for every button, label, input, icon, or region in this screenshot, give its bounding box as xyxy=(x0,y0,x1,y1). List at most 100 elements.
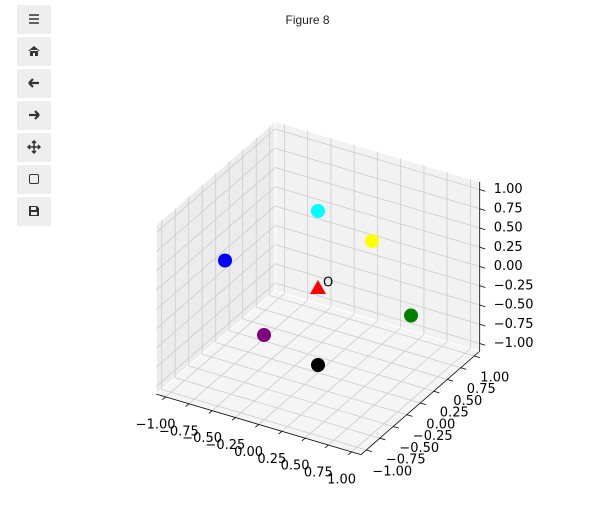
tick-mark xyxy=(420,402,426,405)
tick-mark xyxy=(278,430,283,435)
pan-button[interactable] xyxy=(17,133,51,162)
z-tick-label: 0.75 xyxy=(494,201,523,216)
x-tick-label: −0.75 xyxy=(159,424,199,439)
grid-line xyxy=(274,167,480,229)
tick-mark xyxy=(474,355,480,358)
grid-line xyxy=(161,389,367,451)
grid-line xyxy=(156,282,276,387)
point xyxy=(311,358,325,372)
tick-mark xyxy=(324,444,329,449)
grid-line xyxy=(274,147,480,210)
tick-mark xyxy=(406,414,413,417)
y-tick-label: −1.00 xyxy=(372,464,412,479)
x-tick-label: −1.00 xyxy=(136,417,176,432)
tick-mark xyxy=(348,451,352,456)
tick-mark xyxy=(255,424,259,428)
tick-mark xyxy=(479,323,486,327)
tick-mark xyxy=(301,437,306,442)
grid-line xyxy=(274,224,480,287)
z-tick-label: −0.25 xyxy=(494,278,534,293)
grid-line xyxy=(156,147,276,253)
back-button[interactable] xyxy=(17,69,51,98)
grid-line xyxy=(274,186,480,248)
tick-mark xyxy=(460,367,467,370)
grid-line xyxy=(188,365,394,427)
tick-mark xyxy=(366,449,372,452)
grid-line xyxy=(156,224,276,330)
tick-mark xyxy=(393,426,399,429)
y-tick-label: 0.00 xyxy=(426,417,455,432)
tick-mark xyxy=(379,437,386,441)
z-tick-label: 0.00 xyxy=(494,259,523,274)
tick-mark xyxy=(479,343,486,346)
z-tick-label: −0.50 xyxy=(494,298,534,313)
grid-line xyxy=(202,353,407,416)
grid-line xyxy=(156,244,276,349)
tick-mark xyxy=(162,396,166,401)
y-tick-label: 0.25 xyxy=(440,406,469,421)
z-tick-label: 0.25 xyxy=(494,240,523,255)
tick-mark xyxy=(208,410,213,414)
x-tick-label: 0.75 xyxy=(304,466,333,481)
origin-marker xyxy=(310,280,326,294)
y-tick-label: 0.50 xyxy=(453,394,482,409)
z-tick-label: 0.50 xyxy=(494,221,523,236)
y-tick-label: −0.25 xyxy=(413,429,453,444)
forward-button[interactable] xyxy=(17,101,51,130)
tick-mark xyxy=(479,304,486,308)
point xyxy=(218,253,232,268)
x-tick-label: 0.50 xyxy=(281,459,310,474)
y-tick-label: 0.75 xyxy=(467,382,496,397)
x-tick-label: 0.00 xyxy=(234,445,263,460)
grid-line xyxy=(274,263,480,325)
y-tick-label: 1.00 xyxy=(480,370,509,385)
tick-mark xyxy=(479,285,486,288)
z-tick-label: 1.00 xyxy=(494,182,523,197)
grid-line xyxy=(269,295,475,357)
grid-line xyxy=(274,205,480,267)
y-axis-line xyxy=(360,350,480,455)
tick-mark xyxy=(185,403,190,407)
tick-mark xyxy=(433,390,440,394)
grid-line xyxy=(274,282,480,344)
y-tick-label: −0.50 xyxy=(399,441,439,456)
tick-mark xyxy=(231,417,236,421)
save-button[interactable] xyxy=(17,197,51,226)
grid-line xyxy=(175,377,380,439)
x-tick-label: −0.50 xyxy=(182,431,222,446)
grid-line xyxy=(156,128,276,233)
window-title: Figure 8 xyxy=(285,13,330,27)
x-tick-label: −0.25 xyxy=(205,438,245,453)
grid-line xyxy=(156,167,276,272)
grid-line xyxy=(156,186,276,291)
home-button[interactable] xyxy=(17,37,51,66)
point xyxy=(365,234,379,248)
point xyxy=(257,328,271,342)
z-tick-label: −1.00 xyxy=(494,336,534,351)
x-tick-label: 1.00 xyxy=(327,472,356,487)
tick-mark xyxy=(479,266,486,269)
zoom-button[interactable] xyxy=(17,165,51,194)
menu-button[interactable] xyxy=(17,5,51,34)
tick-mark xyxy=(447,379,453,382)
point xyxy=(404,308,418,323)
y-tick-label: −0.75 xyxy=(386,453,426,468)
x-axis-line xyxy=(156,393,362,456)
grid-line xyxy=(242,318,448,380)
tick-mark xyxy=(479,246,486,250)
grid-line xyxy=(274,128,480,190)
tick-mark xyxy=(479,227,486,231)
grid-line xyxy=(156,263,276,368)
grid-line xyxy=(215,342,421,404)
point xyxy=(311,204,325,218)
grid-line xyxy=(156,205,276,310)
tick-mark xyxy=(479,208,486,211)
z-tick-label: −0.75 xyxy=(494,317,534,332)
annotation: O xyxy=(323,276,333,291)
tick-mark xyxy=(479,189,486,192)
grid-line xyxy=(256,306,461,369)
grid-line xyxy=(274,244,480,306)
x-tick-label: 0.25 xyxy=(257,452,286,467)
